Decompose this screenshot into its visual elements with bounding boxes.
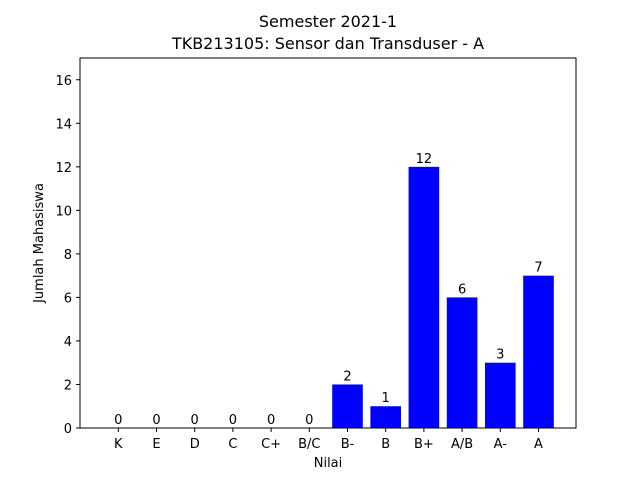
y-tick-label: 2 xyxy=(64,378,72,393)
x-tick-label: B/C xyxy=(298,437,320,452)
bar-value-label: 2 xyxy=(343,369,351,384)
y-tick-label: 12 xyxy=(55,161,72,176)
data-labels: 0 0 0 0 0 0 2 1 12 6 3 7 xyxy=(114,152,542,428)
x-tick-label: B- xyxy=(341,437,355,452)
chart-title: Semester 2021-1 xyxy=(259,12,397,31)
bar xyxy=(446,297,478,428)
x-axis-ticks: K E D C C+ B/C B- B B+ A/B A- A xyxy=(114,428,543,452)
y-tick-label: 16 xyxy=(55,74,72,89)
bar-value-label: 0 xyxy=(267,413,275,428)
bar-value-label: 7 xyxy=(534,261,542,276)
y-tick-label: 8 xyxy=(64,248,72,263)
bar-value-label: 3 xyxy=(496,348,504,363)
chart-subtitle: TKB213105: Sensor dan Transduser - A xyxy=(171,34,484,53)
x-tick-label: C+ xyxy=(261,437,281,452)
plot-frame xyxy=(79,57,577,429)
y-tick-label: 0 xyxy=(64,422,72,437)
bar xyxy=(332,384,363,428)
x-tick-label: K xyxy=(114,437,123,452)
y-tick-label: 14 xyxy=(55,117,72,132)
x-tick-label: C xyxy=(228,437,237,452)
bar-value-label: 6 xyxy=(458,282,466,297)
x-tick-label: D xyxy=(190,437,200,452)
bar xyxy=(370,406,401,428)
x-tick-label: E xyxy=(152,437,160,452)
x-tick-label: A xyxy=(534,437,543,452)
x-tick-label: A- xyxy=(494,437,508,452)
x-tick-label: A/B xyxy=(451,437,473,452)
y-axis-ticks: 0 2 4 6 8 10 12 14 16 xyxy=(55,74,80,437)
x-axis-label: Nilai xyxy=(314,456,343,471)
y-tick-label: 10 xyxy=(55,204,72,219)
bar-value-label: 0 xyxy=(152,413,160,428)
bars xyxy=(332,166,554,428)
bar xyxy=(485,362,516,428)
x-tick-label: B+ xyxy=(414,437,434,452)
bar-value-label: 0 xyxy=(305,413,313,428)
bar-value-label: 0 xyxy=(114,413,122,428)
y-tick-label: 4 xyxy=(64,335,72,350)
bar-value-label: 0 xyxy=(229,413,237,428)
bar-value-label: 1 xyxy=(382,391,390,406)
y-tick-label: 6 xyxy=(64,291,72,306)
y-axis-label: Jumlah Mahasiswa xyxy=(32,183,47,304)
bar-value-label: 0 xyxy=(191,413,199,428)
bar xyxy=(408,166,440,428)
bar xyxy=(523,275,554,428)
x-tick-label: B xyxy=(381,437,390,452)
bar-value-label: 12 xyxy=(416,152,433,167)
